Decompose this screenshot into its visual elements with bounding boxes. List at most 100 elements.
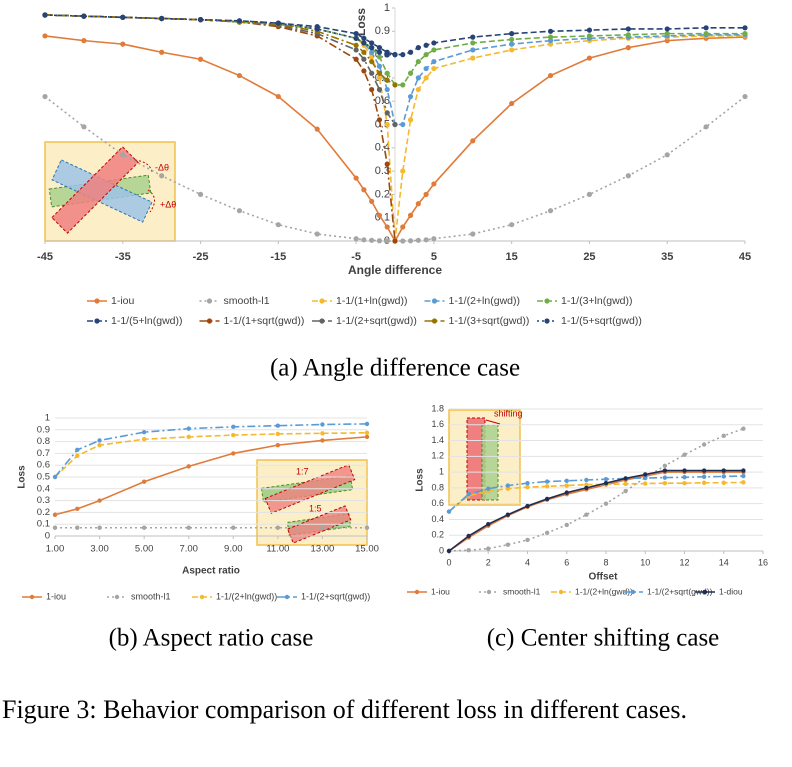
data-point <box>547 72 554 79</box>
data-point <box>392 82 398 88</box>
data-point <box>509 222 515 228</box>
data-point <box>275 423 281 428</box>
data-point <box>431 236 437 242</box>
data-point <box>664 31 670 37</box>
data-point <box>392 121 398 128</box>
legend-marker <box>199 594 205 600</box>
data-point <box>525 537 530 543</box>
data-point <box>369 198 375 204</box>
data-point <box>509 100 515 107</box>
data-point <box>431 65 437 72</box>
y-axis-title: Loss <box>415 468 426 492</box>
data-point <box>314 26 320 32</box>
data-point <box>466 533 471 539</box>
data-point <box>364 525 370 530</box>
legend-marker <box>414 589 420 595</box>
data-point <box>623 481 628 487</box>
x-tick-label: 11.00 <box>266 544 289 555</box>
data-point <box>431 181 437 187</box>
legend-label: 1-1/(3+ln(gwd)) <box>561 295 633 307</box>
y-tick-label: 0.2 <box>375 188 390 200</box>
chart: 00.10.20.30.40.50.60.70.80.91-45-35-25-1… <box>37 2 751 382</box>
legend-marker <box>319 318 325 324</box>
data-point <box>470 55 476 61</box>
subfigure-caption: (c) Center shifting case <box>487 625 720 652</box>
data-point <box>141 429 147 435</box>
data-point <box>682 480 687 486</box>
data-point <box>364 434 370 440</box>
x-tick-label: -35 <box>115 251 131 263</box>
data-point <box>584 482 589 487</box>
data-point <box>721 468 726 473</box>
data-point <box>423 237 429 243</box>
data-point <box>584 477 589 483</box>
legend-marker <box>94 298 100 304</box>
data-point <box>446 509 452 514</box>
data-point <box>186 434 191 440</box>
y-tick-label: 0.8 <box>431 482 444 492</box>
data-point <box>544 479 550 484</box>
legend-label: 1-1/(2+ln(gwd)) <box>449 295 521 307</box>
data-point <box>361 68 367 74</box>
legend-marker <box>284 594 290 600</box>
subfigure-caption: (a) Angle difference case <box>270 355 520 382</box>
x-tick-label: 0 <box>446 557 451 567</box>
x-tick-label: 45 <box>739 251 751 263</box>
data-point <box>369 86 375 93</box>
series-line <box>448 471 744 552</box>
data-point <box>415 237 421 243</box>
data-point <box>320 422 325 427</box>
y-tick-label: 0.2 <box>431 530 444 540</box>
data-point <box>470 138 476 144</box>
data-point <box>364 421 370 427</box>
data-point <box>231 424 236 430</box>
legend-label: 1-1/(2+sqrt(gwd)) <box>301 591 370 601</box>
data-point <box>141 525 147 530</box>
data-point <box>505 512 511 517</box>
data-point <box>643 475 648 481</box>
data-point <box>275 525 281 530</box>
data-point <box>741 468 746 473</box>
data-point <box>423 42 429 48</box>
data-point <box>369 49 375 55</box>
legend-marker <box>319 298 325 304</box>
data-point <box>446 548 452 554</box>
series-line <box>448 469 744 552</box>
data-point <box>703 124 709 130</box>
data-point <box>586 191 593 197</box>
data-point <box>742 25 748 31</box>
series-line <box>44 14 396 86</box>
legend-marker <box>206 298 213 304</box>
x-tick-label: 3.00 <box>90 544 109 555</box>
data-point <box>415 58 421 65</box>
data-point <box>361 237 367 243</box>
y-tick-label: 0.4 <box>37 483 50 494</box>
data-point <box>384 161 390 167</box>
data-point <box>81 124 87 130</box>
data-point <box>544 530 550 536</box>
x-axis-title: Aspect ratio <box>182 566 240 577</box>
y-tick-label: 0.6 <box>37 460 50 471</box>
data-point <box>376 45 383 51</box>
legend-marker <box>206 318 213 324</box>
x-tick-label: 7.00 <box>179 544 198 555</box>
data-point <box>353 175 359 181</box>
data-point <box>159 15 165 22</box>
legend-marker <box>431 298 438 304</box>
data-point <box>505 483 511 488</box>
data-point <box>682 452 687 457</box>
data-point <box>664 26 670 32</box>
series-line <box>448 475 744 513</box>
data-point <box>384 77 390 83</box>
data-point <box>486 521 491 527</box>
x-tick-label: 5 <box>431 251 437 263</box>
data-point <box>97 442 102 448</box>
data-point <box>721 474 726 479</box>
y-axis-title: Loss <box>17 465 28 489</box>
data-point <box>470 47 476 53</box>
data-point <box>505 542 511 547</box>
data-point <box>625 26 631 32</box>
y-tick-label: 0.9 <box>37 424 50 435</box>
data-point <box>186 464 191 469</box>
legend-label: 1-1/(5+ln(gwd)) <box>111 315 183 327</box>
